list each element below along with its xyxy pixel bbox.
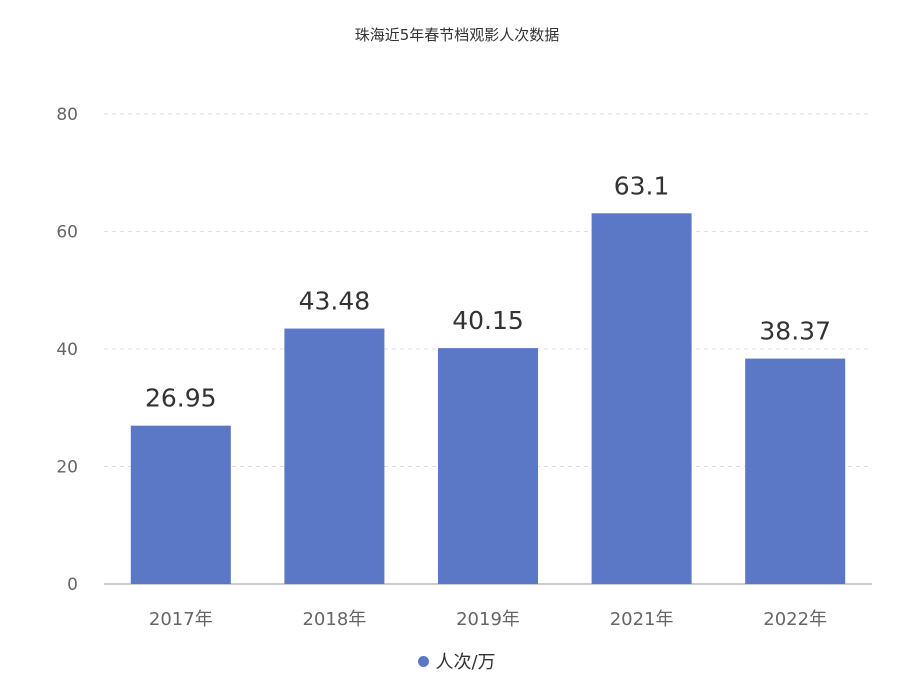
legend-marker: [418, 655, 430, 667]
y-tick-label: 60: [56, 223, 78, 243]
legend: 人次/万: [0, 648, 914, 674]
y-tick-label: 20: [56, 458, 78, 478]
y-tick-label: 40: [56, 340, 78, 360]
bar: [284, 328, 385, 584]
legend-label: 人次/万: [435, 652, 496, 673]
y-tick-label: 80: [56, 105, 78, 125]
x-tick-label: 2022年: [763, 609, 827, 630]
bar: [438, 348, 538, 584]
chart-title: 珠海近5年春节档观影人次数据: [354, 26, 560, 44]
data-label: 38.37: [759, 317, 831, 346]
x-tick-label: 2021年: [610, 609, 674, 630]
bar: [745, 358, 846, 584]
data-label: 63.1: [614, 171, 670, 200]
x-tick-label: 2019年: [456, 609, 520, 630]
bar: [591, 213, 692, 584]
data-label: 26.95: [145, 384, 217, 413]
x-tick-label: 2018年: [302, 609, 366, 630]
data-label: 43.48: [299, 287, 371, 316]
bar: [130, 425, 231, 584]
y-tick-label: 0: [67, 575, 78, 595]
x-tick-label: 2017年: [149, 609, 213, 630]
data-label: 40.15: [452, 306, 524, 335]
